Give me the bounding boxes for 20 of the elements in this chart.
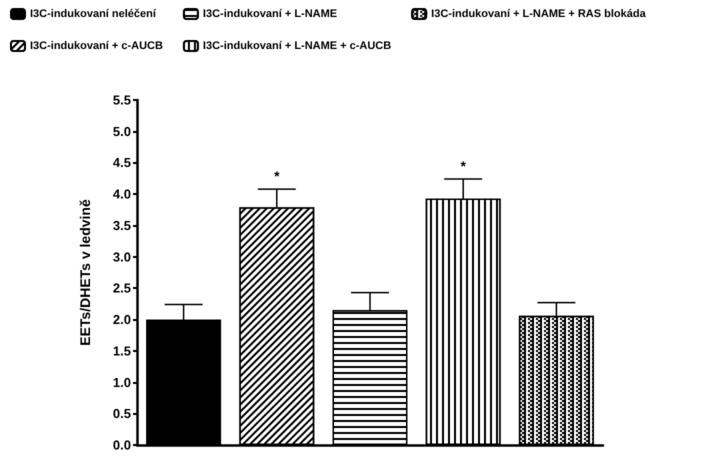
data-label: * bbox=[274, 168, 280, 184]
y-tick-label: 0.5 bbox=[112, 406, 131, 422]
y-tick-label: 1.0 bbox=[112, 374, 131, 390]
legend-label: I3C-indukovaní neléčení bbox=[30, 8, 157, 20]
y-tick-label: 5.5 bbox=[112, 92, 131, 108]
legend-label: I3C-indukovaní + L-NAME bbox=[202, 8, 338, 20]
y-tick-label: 2.0 bbox=[112, 312, 131, 328]
legend-label: I3C-indukovaní + c-AUCB bbox=[30, 40, 163, 52]
legend-label: I3C-indukovaní + L-NAME + RAS blokáda bbox=[431, 8, 647, 20]
y-tick-label: 1.5 bbox=[112, 343, 131, 358]
y-tick-label: 3.5 bbox=[112, 218, 131, 233]
y-tick-label: 4.0 bbox=[112, 186, 131, 202]
legend-label: I3C-indukovaní + L-NAME + c-AUCB bbox=[202, 40, 392, 52]
y-tick-label: 3.0 bbox=[112, 249, 131, 264]
data-label: * bbox=[460, 158, 466, 174]
y-tick-label: 2.5 bbox=[112, 280, 131, 296]
y-tick-label: 4.5 bbox=[112, 155, 131, 170]
y-axis-title: EETs/DHETs v ledvině bbox=[77, 199, 93, 346]
y-tick-label: 0.0 bbox=[112, 438, 131, 452]
y-tick-label: 5.0 bbox=[112, 124, 131, 139]
